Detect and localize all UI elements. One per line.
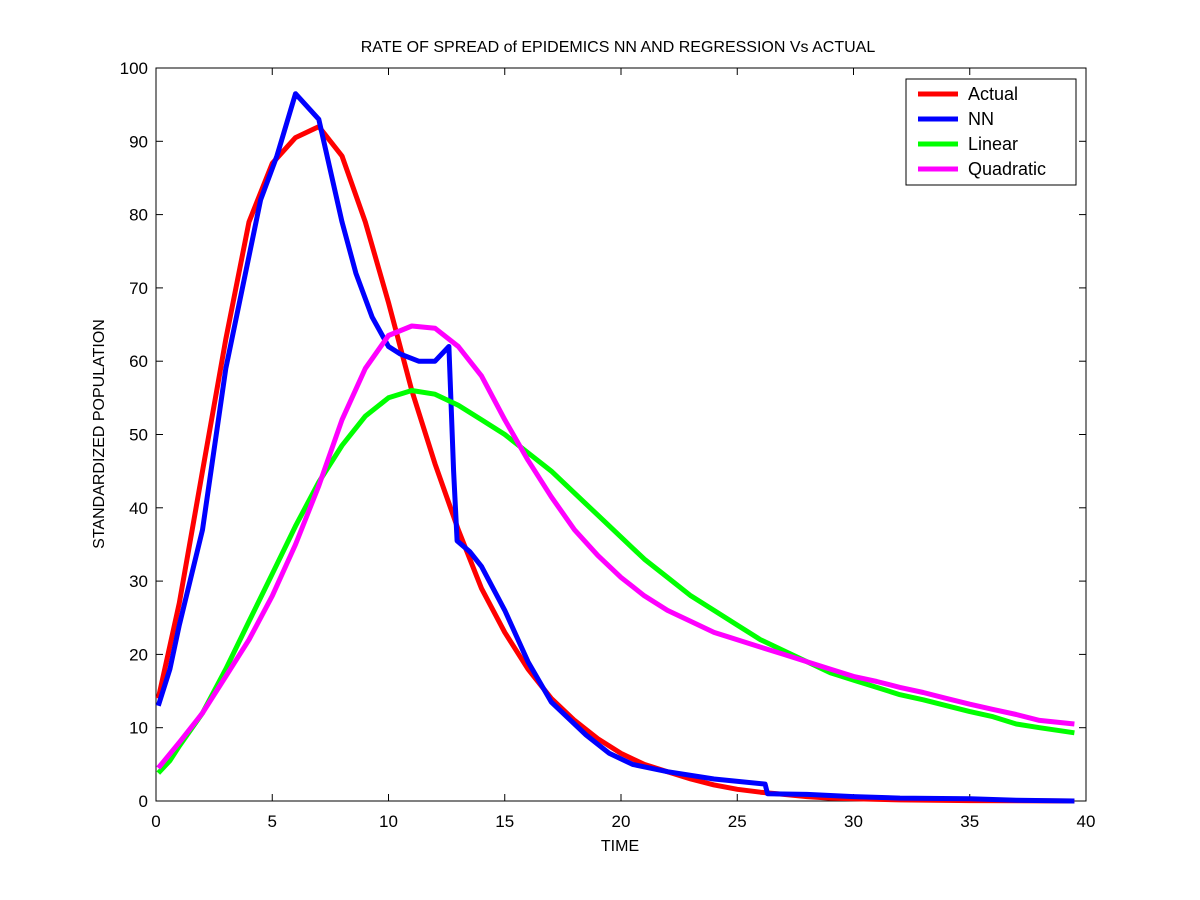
legend-label-linear: Linear (968, 134, 1018, 154)
x-tick-label: 30 (844, 812, 863, 831)
series-line-linear (156, 388, 1075, 775)
legend-label-quadratic: Quadratic (968, 159, 1046, 179)
x-tick-label: 35 (960, 812, 979, 831)
y-tick-label: 100 (120, 59, 148, 78)
y-tick-label: 20 (129, 645, 148, 664)
x-tick-label: 5 (268, 812, 277, 831)
x-tick-label: 10 (379, 812, 398, 831)
y-tick-label: 90 (129, 132, 148, 151)
x-tick-label: 20 (612, 812, 631, 831)
series-line-quadratic (156, 323, 1075, 770)
legend-label-nn: NN (968, 109, 994, 129)
legend: Actual NN Linear Quadratic (905, 78, 1077, 186)
y-tick-label: 70 (129, 279, 148, 298)
x-tick-label: 15 (495, 812, 514, 831)
x-tick-label: 25 (728, 812, 747, 831)
x-tick-label: 0 (151, 812, 160, 831)
y-tick-label: 0 (139, 792, 148, 811)
x-tick-label: 40 (1077, 812, 1096, 831)
y-tick-label: 50 (129, 426, 148, 445)
series-line-nn (155, 91, 1075, 804)
y-tick-label: 40 (129, 499, 148, 518)
series-line-actual (155, 124, 1075, 804)
plot-area: 0 5 10 15 20 25 30 35 40 0 10 20 30 40 50 60 70 80 90 100 (120, 59, 1096, 831)
legend-label-actual: Actual (968, 84, 1018, 104)
y-tick-label: 60 (129, 352, 148, 371)
y-tick-label: 80 (129, 206, 148, 225)
x-axis-title: TIME (601, 838, 639, 855)
y-axis-title: STANDARDIZED POPULATION (91, 319, 108, 549)
chart-title: RATE OF SPREAD of EPIDEMICS NN AND REGRE… (361, 39, 876, 56)
y-tick-label: 10 (129, 719, 148, 738)
y-tick-label: 30 (129, 572, 148, 591)
